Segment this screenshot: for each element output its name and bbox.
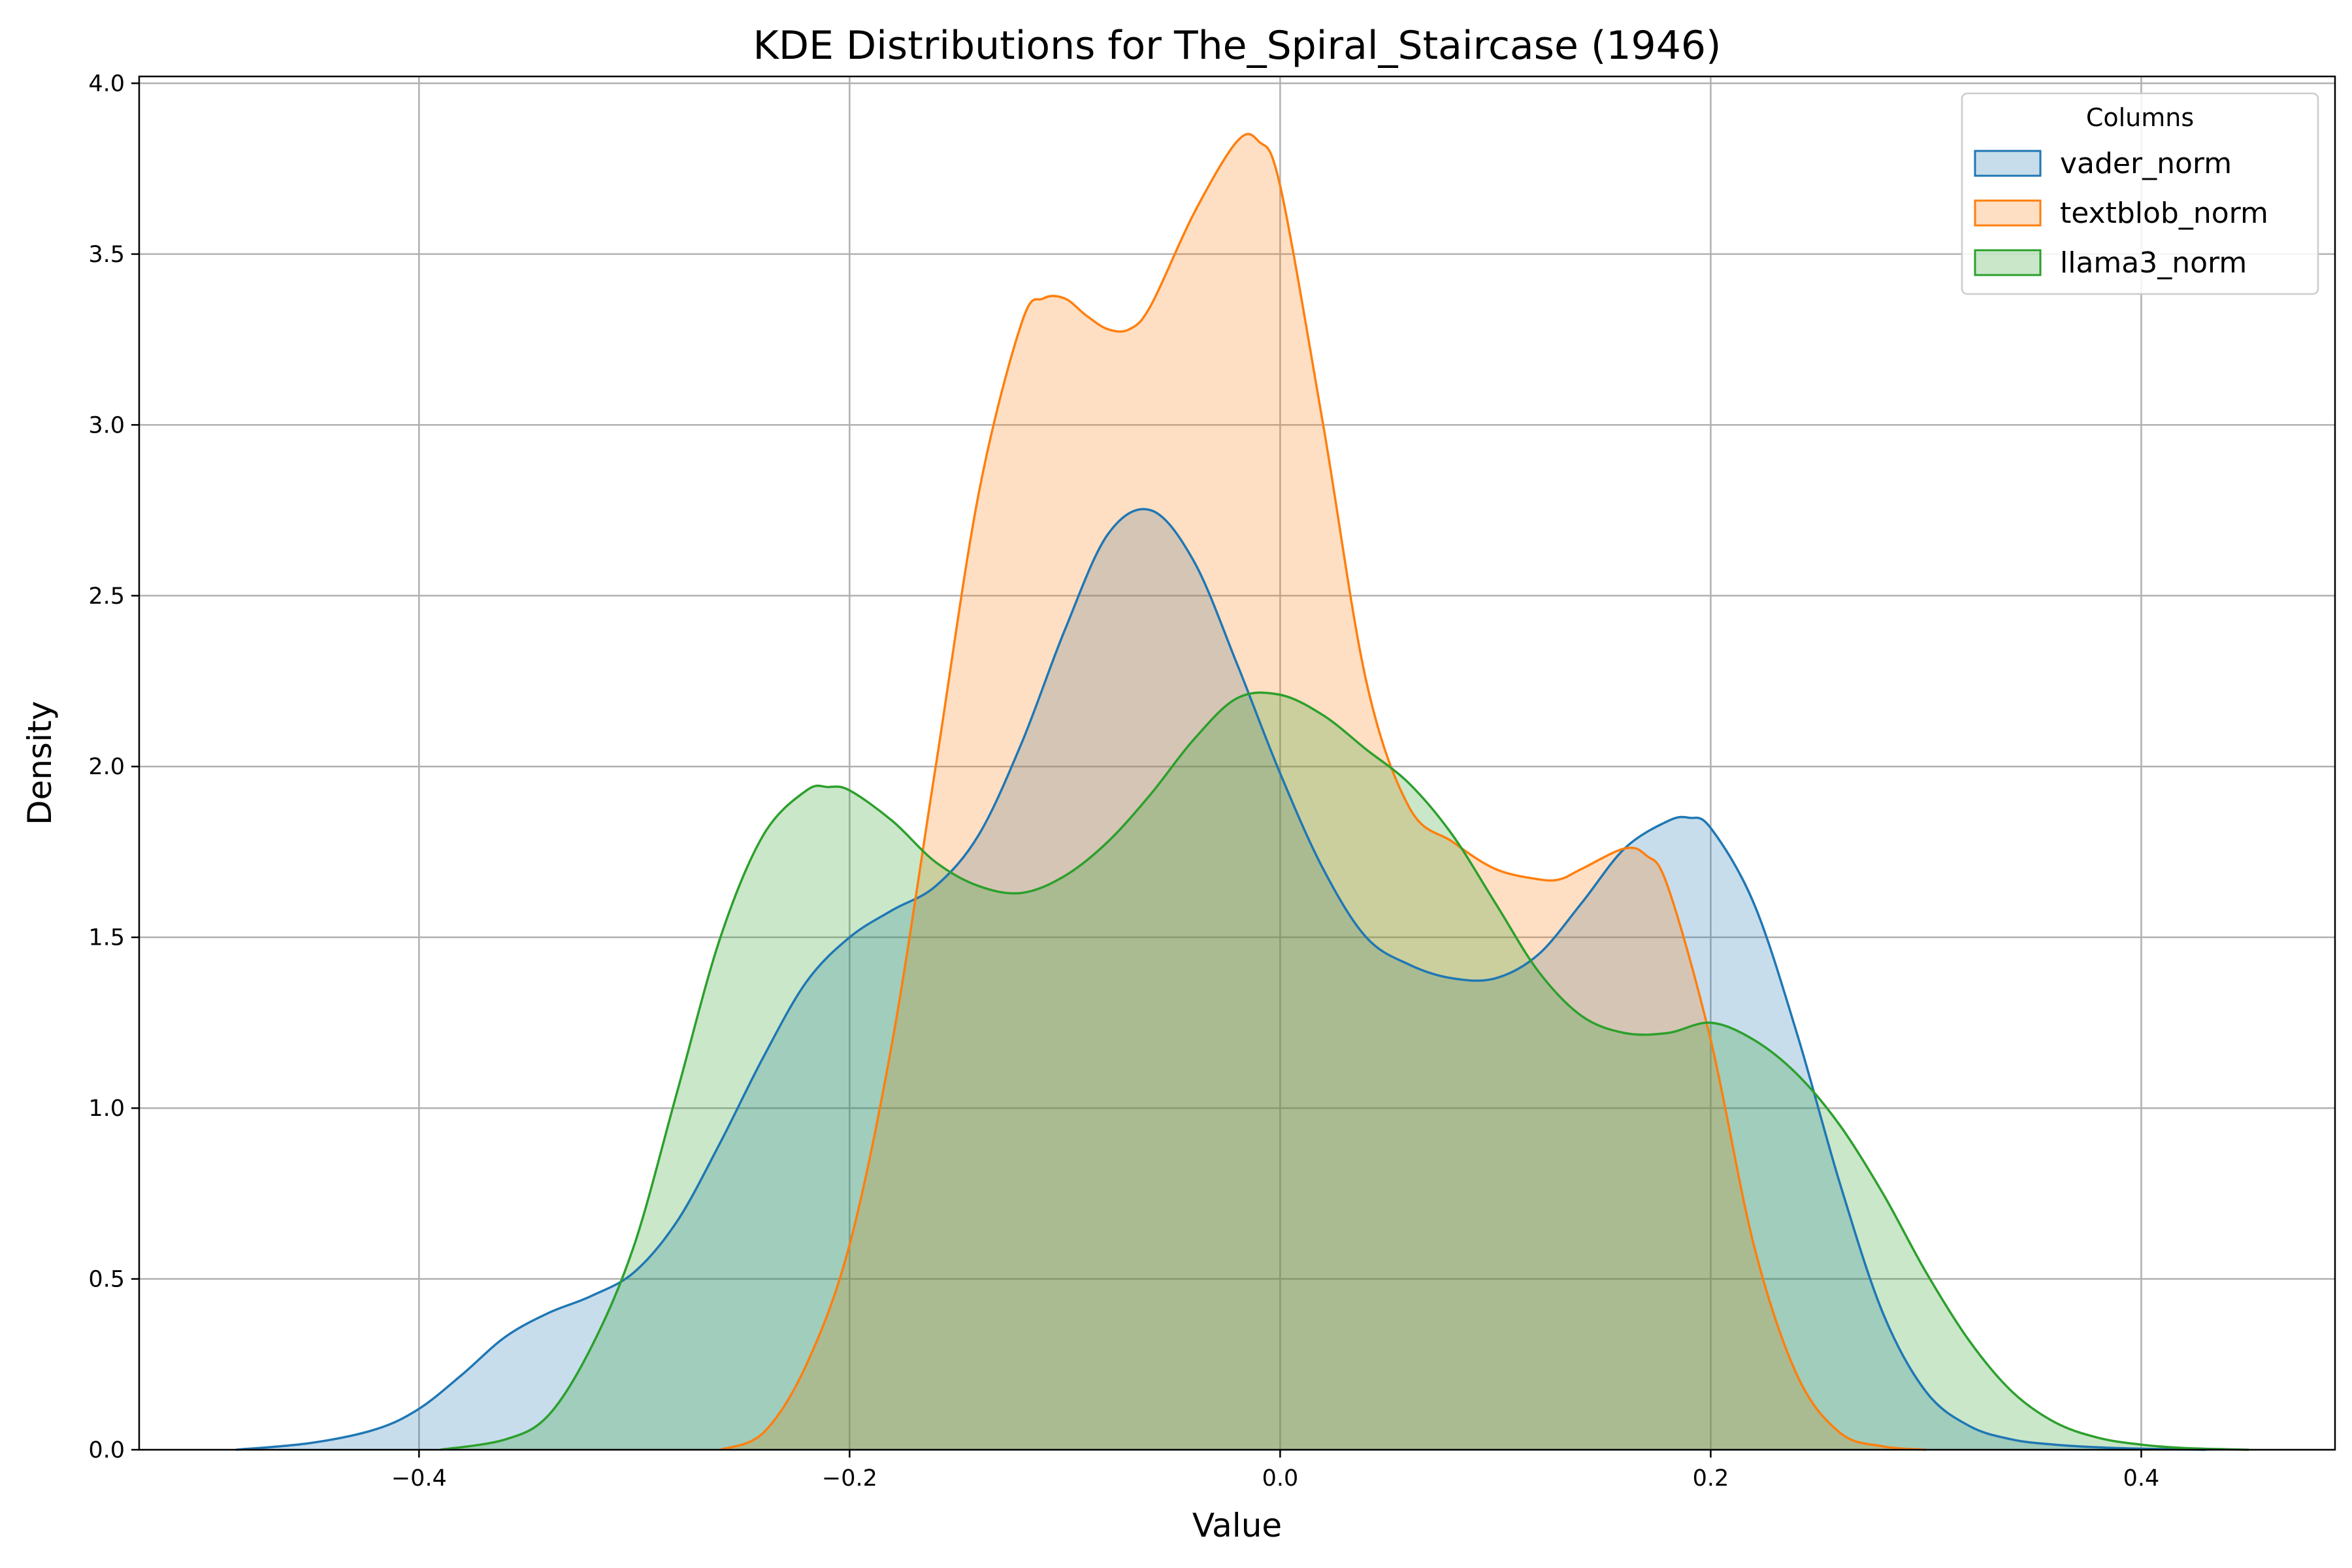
x-tick-label: 0.0 (1262, 1465, 1299, 1492)
y-tick-label: 1.0 (88, 1096, 125, 1122)
legend-box (1961, 92, 2319, 295)
series-area-vader_norm (236, 509, 2206, 1450)
y-tick-label: 4.0 (88, 71, 125, 97)
series-line-llama3_norm (440, 691, 2249, 1451)
x-axis-label: Value (1192, 1507, 1282, 1544)
series-line-textblob_norm (720, 133, 1927, 1451)
legend: Columns vader_norm textblob_norm llama3_no… (1961, 92, 2319, 295)
legend-swatch-vader_norm (1974, 150, 2042, 177)
legend-label-vader_norm: vader_norm (2060, 147, 2232, 180)
legend-swatch-textblob_norm (1974, 199, 2042, 227)
y-tick-label: 3.5 (88, 242, 125, 268)
series-line-vader_norm (236, 508, 2206, 1451)
y-tick-label: 0.0 (88, 1437, 125, 1463)
y-tick-label: 2.0 (88, 754, 125, 780)
legend-title: Columns (2086, 103, 2194, 132)
axis-ticks: −0.4 −0.2 0.0 0.2 0.4 0.0 0.5 1.0 1.5 2.0 2.5 3.0 3.… (88, 71, 2159, 1492)
grid (139, 76, 2335, 1451)
series-area-llama3_norm (440, 693, 2249, 1450)
legend-label-textblob_norm: textblob_norm (2060, 197, 2268, 230)
y-tick-label: 1.5 (88, 925, 125, 951)
legend-items: vader_norm textblob_norm llama3_norm (1974, 147, 2268, 280)
y-tick-label: 0.5 (88, 1267, 125, 1293)
x-tick-label: 0.2 (1693, 1465, 1729, 1492)
y-tick-label: 2.5 (88, 583, 125, 610)
x-tick-label: −0.2 (822, 1465, 877, 1492)
series-area-textblob_norm (720, 134, 1926, 1450)
y-axis-label: Density (21, 701, 59, 825)
x-tick-label: −0.4 (391, 1465, 447, 1492)
x-tick-label: 0.4 (2123, 1465, 2160, 1492)
series-group (236, 133, 2249, 1451)
y-tick-label: 3.0 (88, 412, 125, 438)
legend-swatch-llama3_norm (1974, 249, 2042, 276)
chart-title: KDE Distributions for The_Spiral_Stairca… (753, 23, 1722, 69)
plot-frame (138, 75, 2336, 1451)
legend-label-llama3_norm: llama3_norm (2060, 246, 2247, 280)
